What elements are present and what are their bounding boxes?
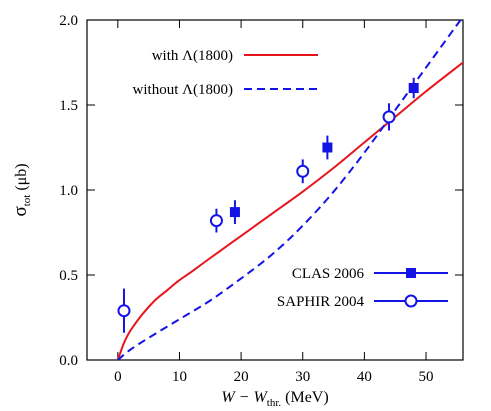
y-tick-label: 0.5 bbox=[59, 268, 78, 284]
saphir-point bbox=[296, 164, 310, 178]
saphir-point bbox=[209, 214, 223, 228]
saphir-point bbox=[382, 110, 396, 124]
legend-label: SAPHIR 2004 bbox=[277, 294, 365, 310]
plot-area: 0 10 20 30 40 50 0.0 0.5 1.0 1.5 2.0 with Λ(1800) wi… bbox=[10, 13, 464, 409]
x-tick-label: 10 bbox=[172, 369, 187, 385]
x-tick-label: 30 bbox=[295, 369, 310, 385]
y-axis-label: σtot (μb) bbox=[10, 163, 33, 216]
with-lambda-curve bbox=[116, 61, 463, 360]
curves-group bbox=[116, 20, 463, 360]
legend-label: CLAS 2006 bbox=[292, 266, 365, 282]
plot-frame bbox=[86, 19, 464, 361]
y-tick-label: 2.0 bbox=[59, 13, 78, 29]
y-tick-label: 1.0 bbox=[59, 183, 78, 199]
x-tick-label: 40 bbox=[357, 369, 372, 385]
clas-point bbox=[229, 207, 240, 218]
legend-label: without Λ(1800) bbox=[133, 82, 233, 98]
legend-label: with Λ(1800) bbox=[152, 48, 233, 64]
y-tick-label: 1.5 bbox=[59, 98, 78, 114]
x-axis-label: W − Wthr. (MeV) bbox=[221, 389, 328, 409]
without-lambda-curve bbox=[117, 20, 462, 360]
clas-point bbox=[408, 83, 419, 93]
x-tick-label: 20 bbox=[234, 369, 249, 385]
legend-square-marker bbox=[406, 268, 416, 278]
saphir-point bbox=[117, 304, 131, 318]
x-tick-label: 0 bbox=[114, 369, 122, 385]
legend-circle-marker bbox=[404, 294, 418, 308]
x-tick-label: 50 bbox=[419, 369, 434, 385]
y-tick-label: 0.0 bbox=[59, 353, 78, 369]
clas-point bbox=[322, 142, 333, 153]
